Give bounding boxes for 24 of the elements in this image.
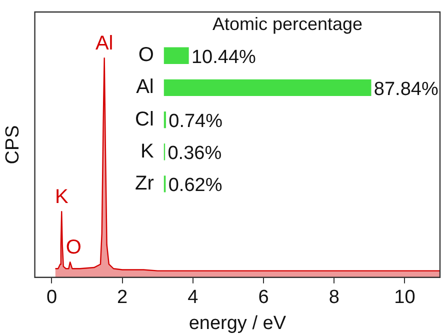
y-tick-label: Cl [134,108,154,130]
y-axis-title: CPS [2,125,24,164]
x-tick-label: 2 [117,287,128,308]
x-tick-label: 8 [328,287,340,308]
chart-title: Atomic percentage [212,14,363,34]
y-tick-label: Al [136,76,154,98]
bar [164,79,372,96]
data-label: 10.44% [191,46,256,68]
x-tick-label: 10 [394,287,416,308]
y-tick-label: O [138,44,154,66]
x-tick-label: 0 [46,287,58,308]
data-label: 0.36% [168,143,222,164]
x-tick-label: 6 [258,287,269,308]
x-axis-title: energy / eV [188,312,286,334]
annotation: Al [95,32,114,55]
annotation: K [54,186,69,208]
data-label: 0.62% [168,175,222,196]
annotation: O [66,236,82,259]
x-tick-label: 4 [188,287,199,308]
bar [164,47,189,64]
data-label: 0.74% [168,111,223,132]
y-tick-label: K [140,140,155,162]
y-tick-label: Zr [134,172,154,194]
data-label: 87.84% [374,78,438,100]
